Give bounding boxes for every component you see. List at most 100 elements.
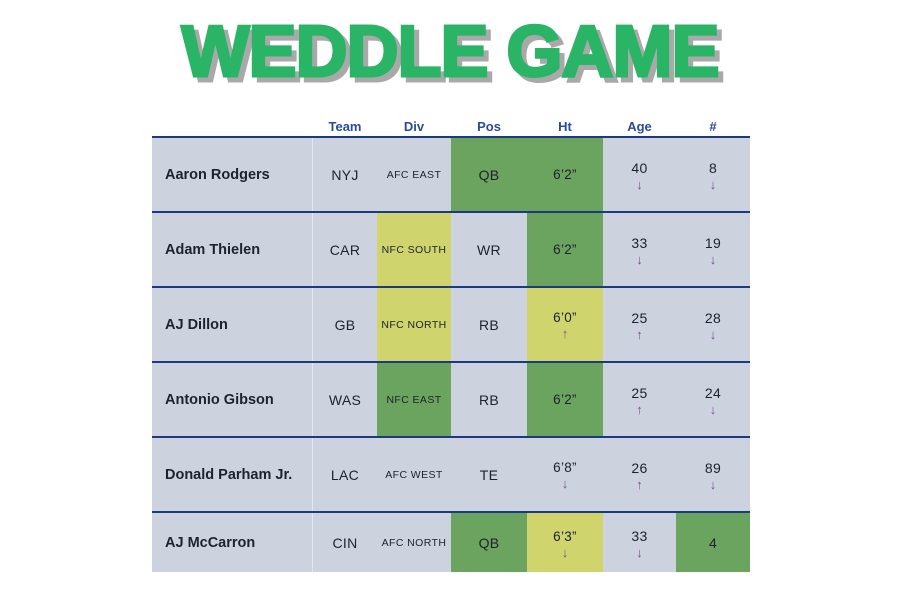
column-header-ht: Ht (558, 118, 572, 134)
column-header-team: Team (328, 118, 362, 134)
age-value: 33 (631, 528, 648, 544)
height-cell: 6’2” (527, 363, 603, 436)
arrow-down-icon: ↓ (636, 176, 643, 192)
player-guess-row: Donald Parham Jr. LAC AFC WEST TE 6’8” ↓ … (152, 438, 750, 513)
age-value: 26 (631, 459, 648, 476)
player-guess-row: Adam Thielen CAR NFC SOUTH WR 6’2” 33 ↓ 1… (152, 213, 750, 288)
position-value: QB (478, 166, 500, 183)
jersey-number-value: 89 (704, 459, 722, 476)
column-header-pos: Pos (477, 118, 501, 134)
position-value: TE (479, 466, 499, 483)
page-title-shadow: WEDDLE GAME (185, 17, 726, 97)
team-cell: GB (313, 288, 377, 361)
height-value: 6’0” (553, 310, 577, 325)
jersey-number-cell: 8 ↓ (676, 138, 750, 211)
table-body: Aaron Rodgers NYJ AFC EAST QB 6’2” 40 ↓ 8… (152, 138, 750, 572)
jersey-number-cell: 19 ↓ (676, 213, 750, 286)
arrow-down-icon: ↓ (636, 545, 643, 560)
arrow-down-icon: ↓ (709, 476, 717, 492)
division-value: AFC NORTH (381, 537, 447, 549)
table-header-row: Team Div Pos Ht Age # (152, 118, 750, 138)
division-cell: AFC WEST (377, 438, 451, 511)
jersey-number-value: 24 (704, 384, 722, 401)
age-cell: 25 ↑ (603, 288, 676, 361)
team-cell: CAR (313, 213, 377, 286)
page-title-text: WEDDLE GAME (180, 12, 721, 92)
height-cell: 6’2” (527, 138, 603, 211)
division-value: NFC SOUTH (381, 243, 447, 256)
position-value: WR (477, 241, 501, 258)
arrow-down-icon: ↓ (636, 251, 643, 267)
player-name: Donald Parham Jr. (152, 438, 313, 511)
age-cell: 33 ↓ (603, 213, 676, 286)
position-cell: RB (451, 363, 527, 436)
column-header-number: # (709, 118, 717, 134)
height-value: 6’2” (553, 392, 577, 407)
team-value: NYJ (331, 166, 359, 183)
age-cell: 26 ↑ (603, 438, 676, 511)
height-value: 6’2” (553, 242, 577, 257)
age-cell: 40 ↓ (603, 138, 676, 211)
arrow-down-icon: ↓ (709, 326, 717, 342)
arrow-up-icon: ↑ (561, 326, 569, 341)
height-cell: 6’0” ↑ (527, 288, 603, 361)
position-cell: RB (451, 288, 527, 361)
team-value: CIN (332, 535, 358, 551)
jersey-number-cell: 4 (676, 513, 750, 572)
division-cell: NFC EAST (377, 363, 451, 436)
position-cell: TE (451, 438, 527, 511)
guess-table: Team Div Pos Ht Age # Aaron Rodgers NYJ … (152, 118, 750, 572)
player-guess-row: Antonio Gibson WAS NFC EAST RB 6’2” 25 ↑ … (152, 363, 750, 438)
jersey-number-value: 28 (704, 309, 722, 326)
age-cell: 33 ↓ (603, 513, 676, 572)
player-guess-row: Aaron Rodgers NYJ AFC EAST QB 6’2” 40 ↓ 8… (152, 138, 750, 213)
height-value: 6’8” (553, 460, 577, 475)
age-value: 25 (631, 384, 648, 401)
team-value: CAR (329, 241, 361, 258)
team-value: GB (334, 316, 356, 333)
player-guess-row: AJ McCarron CIN AFC NORTH QB 6’3” ↓ 33 ↓ 4 (152, 513, 750, 572)
team-cell: NYJ (313, 138, 377, 211)
position-value: RB (478, 316, 500, 333)
height-cell: 6’2” (527, 213, 603, 286)
team-value: LAC (330, 466, 360, 483)
jersey-number-cell: 24 ↓ (676, 363, 750, 436)
position-cell: QB (451, 138, 527, 211)
arrow-down-icon: ↓ (709, 401, 717, 417)
arrow-up-icon: ↑ (636, 326, 643, 342)
team-cell: LAC (313, 438, 377, 511)
player-guess-row: AJ Dillon GB NFC NORTH RB 6’0” ↑ 25 ↑ 28 ↓ (152, 288, 750, 363)
division-cell: NFC SOUTH (377, 213, 451, 286)
age-cell: 25 ↑ (603, 363, 676, 436)
position-value: RB (478, 391, 500, 408)
jersey-number-value: 19 (704, 234, 722, 251)
arrow-down-icon: ↓ (709, 251, 717, 267)
position-cell: WR (451, 213, 527, 286)
age-value: 40 (631, 159, 648, 176)
age-value: 25 (631, 309, 648, 326)
team-cell: WAS (313, 363, 377, 436)
height-value: 6’2” (553, 167, 577, 182)
jersey-number-cell: 89 ↓ (676, 438, 750, 511)
position-value: QB (478, 535, 500, 551)
jersey-number-cell: 28 ↓ (676, 288, 750, 361)
jersey-number-value: 4 (708, 535, 718, 551)
jersey-number-value: 8 (708, 159, 718, 176)
team-value: WAS (328, 391, 362, 408)
team-cell: CIN (313, 513, 377, 572)
height-cell: 6’3” ↓ (527, 513, 603, 572)
player-name: AJ McCarron (152, 513, 313, 572)
page-title: WEDDLE GAME WEDDLE GAME (0, 12, 900, 102)
player-name: Adam Thielen (152, 213, 313, 286)
arrow-up-icon: ↑ (636, 476, 643, 492)
division-cell: AFC EAST (377, 138, 451, 211)
position-cell: QB (451, 513, 527, 572)
arrow-up-icon: ↑ (636, 401, 643, 417)
division-value: AFC WEST (385, 468, 443, 481)
division-cell: AFC NORTH (377, 513, 451, 572)
player-name: Antonio Gibson (152, 363, 313, 436)
arrow-down-icon: ↓ (561, 544, 569, 560)
division-cell: NFC NORTH (377, 288, 451, 361)
division-value: NFC NORTH (381, 318, 447, 331)
division-value: AFC EAST (386, 168, 442, 181)
